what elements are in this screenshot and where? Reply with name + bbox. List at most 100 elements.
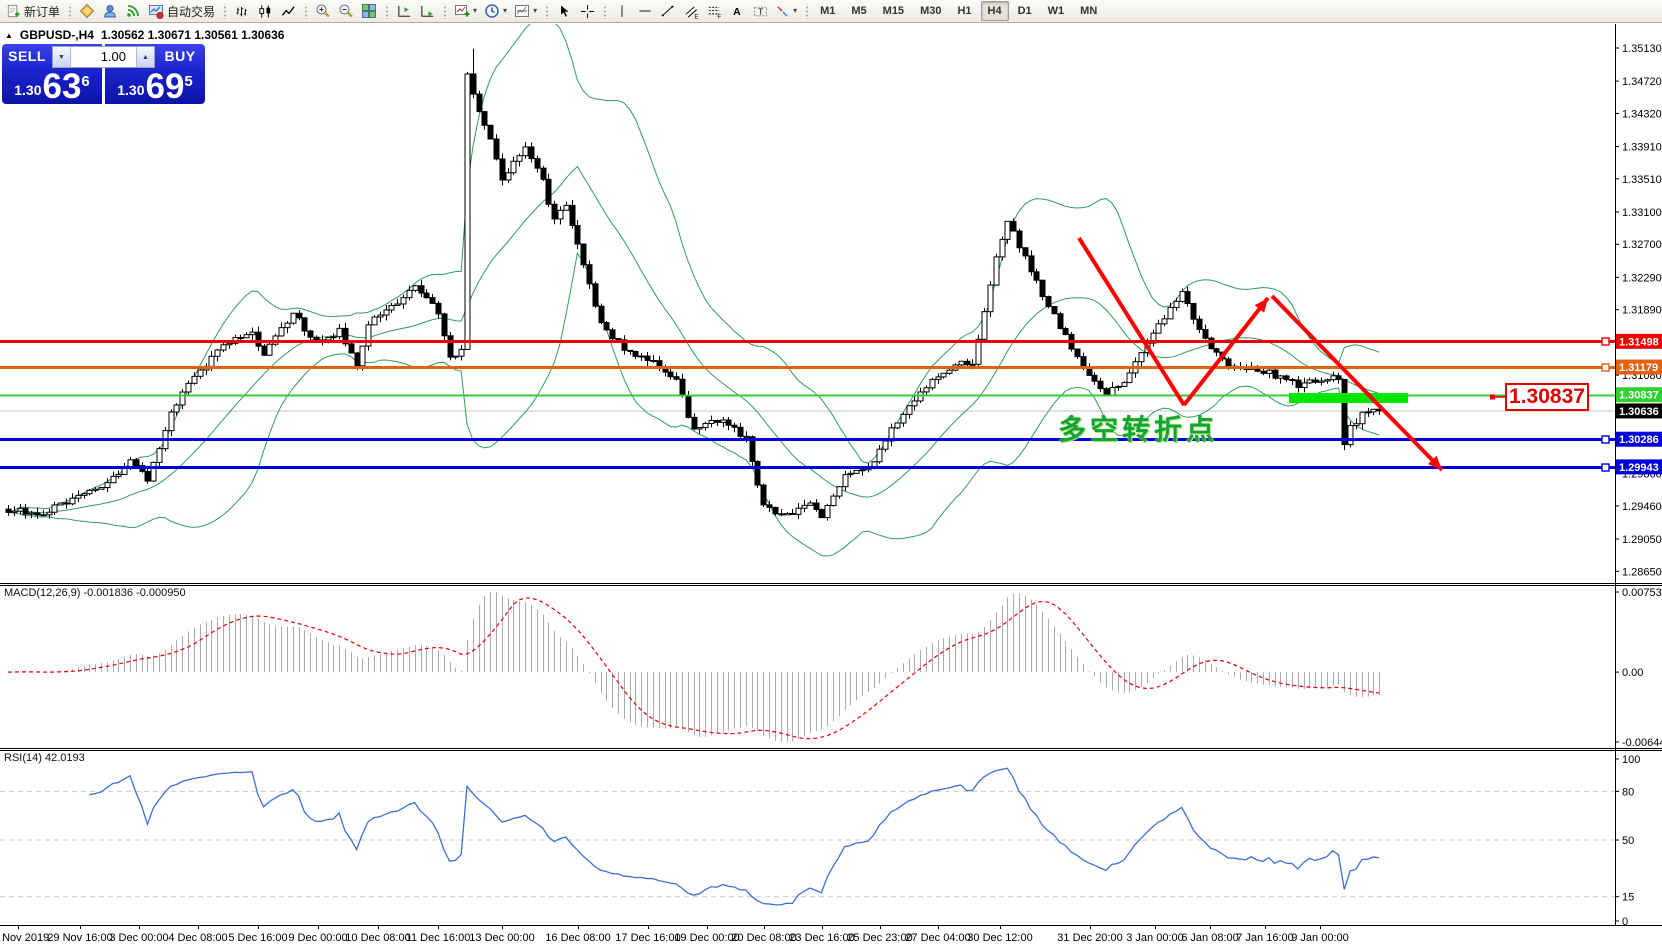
candle-bullish [197,369,204,377]
candle-bullish [935,376,942,380]
candle-bullish [906,405,913,415]
cursor-tool-button[interactable] [553,1,575,22]
candle-bearish [1190,302,1197,320]
trendline-tool-button[interactable] [657,1,679,22]
candle-bearish [574,224,581,245]
time-tick-label: 17 Dec 16:00 [615,932,680,944]
chart-autoscroll-button[interactable] [416,1,438,22]
zoom-out-button[interactable] [335,1,357,22]
symbol-timeframe-label: GBPUSD-,H4 [19,28,94,42]
signals-button[interactable] [122,1,144,22]
candle-bullish [946,369,953,374]
candle-bearish [144,470,151,482]
timeframe-button-m1[interactable]: M1 [820,5,836,17]
bar-chart-icon [235,6,247,16]
candle-bearish [1208,337,1215,350]
candle-bearish [487,124,494,140]
buy-price-quote[interactable]: 1.30 69 5 [105,67,205,104]
green-highlight-bar[interactable] [1289,393,1408,403]
trend-arrow-line[interactable] [1077,236,1186,407]
timeframe-button-mn[interactable]: MN [1080,5,1098,17]
level-axis-label-text: 1.29943 [1619,462,1659,474]
bollinger-upper-band [7,24,1380,513]
candlestick-chart-button[interactable] [254,1,276,22]
sell-price-quote[interactable]: 1.30 63 6 [2,67,102,104]
candle-bearish [673,376,680,380]
text-label-tool-button[interactable]: T [749,1,771,22]
timeframe-button-m5[interactable]: M5 [851,5,867,17]
level-line-handle[interactable] [1601,435,1610,444]
crosshair-tool-button[interactable] [576,1,598,22]
autotrading-button[interactable]: 自动交易 [145,1,218,22]
pivot-annotation-text[interactable]: 多空转折点 [1058,414,1219,445]
candle-bearish [586,264,593,285]
level-line-handle[interactable] [1601,363,1610,372]
community-button[interactable] [99,1,121,22]
trend-arrow-line[interactable] [1182,296,1270,407]
trend-arrow-head [1254,298,1268,313]
candle-bullish [388,304,395,311]
metaquotes-button[interactable] [76,1,98,22]
tile-windows-button[interactable] [358,1,380,22]
sell-button[interactable]: SELL [8,48,46,64]
timeframe-button-w1[interactable]: W1 [1047,5,1065,17]
chart-title: ▲ GBPUSD-,H4 1.30562 1.30671 1.30561 1.3… [5,28,284,42]
vertical-line-tool-button[interactable] [611,1,633,22]
price-callout-box[interactable]: 1.30837 [1505,383,1589,411]
new-order-button[interactable]: 新订单 [3,1,63,22]
chart-shift-button[interactable] [393,1,415,22]
candle-bearish [301,317,308,332]
candle-bearish [609,329,616,340]
add-indicator-button[interactable]: ▾ [451,1,480,22]
svg-text:T: T [758,6,763,16]
volume-value-field[interactable]: 1.00 [100,49,126,64]
equidistant-channel-tool-button[interactable]: E [680,1,702,22]
buy-button[interactable]: BUY [164,48,196,64]
arrows-tool-button[interactable]: ▾ [772,1,800,22]
timeframe-button-h1[interactable]: H1 [957,5,972,17]
macd-scale-label: -0.006446 [1622,737,1662,749]
volume-decrease-button[interactable]: ▼ [53,47,71,67]
timeframe-button-h4[interactable]: H4 [980,1,1009,21]
candle-bullish [557,209,564,220]
toolbar-grip[interactable] [601,3,609,19]
zoom-in-button[interactable] [312,1,334,22]
candle-bullish [46,511,53,516]
collapse-triangle-icon[interactable]: ▲ [5,30,13,40]
candle-bullish [795,507,802,515]
candle-bearish [1033,271,1040,281]
volume-increase-button[interactable]: ▲ [136,47,154,67]
candle-bearish [685,395,692,418]
candle-bearish [534,158,541,169]
timeframe-button-d1[interactable]: D1 [1017,5,1032,17]
candle-bearish [569,204,576,226]
toolbar-grip[interactable] [66,3,74,19]
candle-bullish [156,448,163,463]
line-chart-button[interactable] [277,1,299,22]
bid-axis-label [1616,403,1662,419]
toolbar-grip[interactable] [543,3,551,19]
level-line-handle[interactable] [1601,337,1610,346]
bar-chart-button[interactable] [231,1,253,22]
candle-bullish [40,514,47,517]
time-tick-label: 29 Nov 16:00 [47,932,112,944]
horizontal-line-tool-button[interactable] [634,1,656,22]
templates-button[interactable]: ▾ [511,1,540,22]
trend-arrow-line[interactable] [1270,294,1444,472]
candle-bullish [522,146,529,157]
candle-bullish [243,334,250,339]
toolbar-grip[interactable] [302,3,310,19]
periods-button[interactable]: ▾ [481,1,510,22]
timeframe-button-m30[interactable]: M30 [920,5,942,17]
periods-clock-icon [485,4,499,18]
toolbar-grip[interactable] [441,3,449,19]
toolbar-grip[interactable] [221,3,229,19]
timeframe-button-m15[interactable]: M15 [882,5,905,17]
level-line-handle[interactable] [1601,463,1610,472]
fibonacci-tool-button[interactable]: F [703,1,725,22]
text-tool-button[interactable]: A [726,1,748,22]
toolbar-grip[interactable] [383,3,391,19]
toolbar-grip[interactable] [803,3,811,19]
